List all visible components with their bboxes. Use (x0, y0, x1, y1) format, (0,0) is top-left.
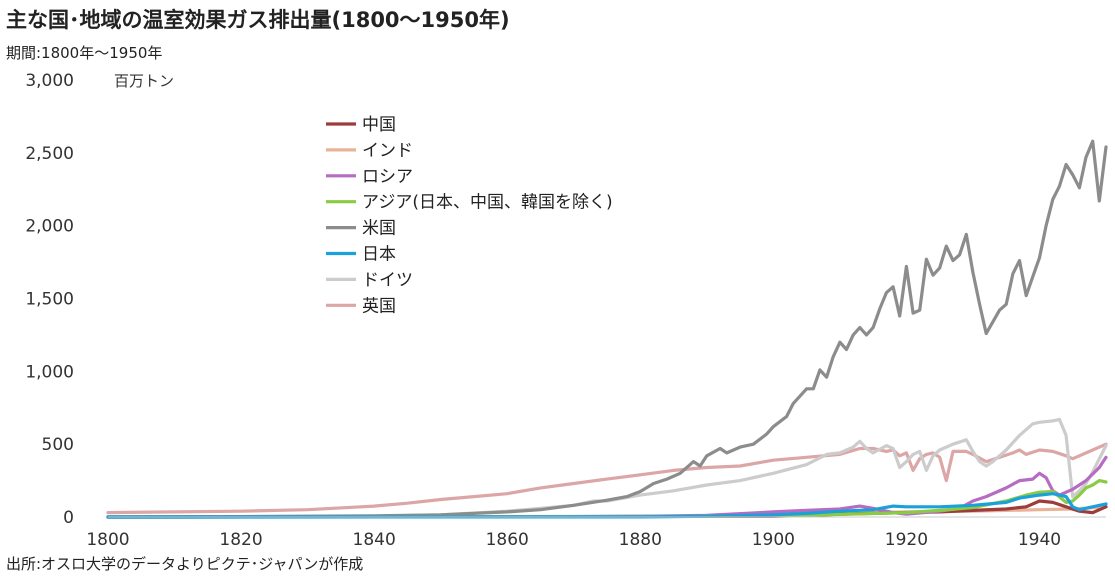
y-axis-unit-label: 百万トン (114, 72, 174, 90)
source-note: 出所:オスロ大学のデータよりピクテ･ジャパンが作成 (6, 555, 364, 573)
legend-label: ドイツ (362, 270, 413, 290)
series-line-4 (106, 139, 1108, 519)
y-tick-label: 2,000 (25, 217, 74, 237)
y-tick-label: 500 (42, 435, 74, 455)
x-tick-label: 1900 (752, 530, 795, 550)
x-tick-label: 1880 (619, 530, 662, 550)
legend-label: 英国 (362, 296, 396, 316)
x-tick-label: 1940 (1018, 530, 1061, 550)
x-tick-label: 1920 (885, 530, 928, 550)
chart-subtitle: 期間:1800年〜1950年 (6, 44, 163, 62)
series-line-3 (106, 479, 1108, 519)
x-tick-label: 1860 (486, 530, 529, 550)
legend-label: インド (362, 141, 413, 161)
x-tick-label: 1840 (353, 530, 396, 550)
series-line-6 (106, 417, 1108, 519)
legend-label: 中国 (362, 115, 396, 135)
legend-label: ロシア (362, 167, 413, 187)
y-tick-label: 0 (63, 508, 74, 528)
series-line-7 (106, 442, 1108, 515)
y-tick-label: 1,500 (25, 290, 74, 310)
y-tick-label: 2,500 (25, 144, 74, 164)
y-tick-label: 1,000 (25, 362, 74, 382)
legend-label: 米国 (362, 219, 396, 239)
legend-label: アジア(日本、中国、韓国を除く) (362, 193, 613, 213)
y-tick-label: 3,000 (25, 71, 74, 91)
chart-title: 主な国･地域の温室効果ガス排出量(1800〜1950年) (6, 8, 510, 32)
series-line-5 (106, 492, 1108, 519)
x-tick-label: 1820 (219, 530, 262, 550)
x-tick-label: 1800 (86, 530, 129, 550)
legend-label: 日本 (362, 245, 396, 265)
